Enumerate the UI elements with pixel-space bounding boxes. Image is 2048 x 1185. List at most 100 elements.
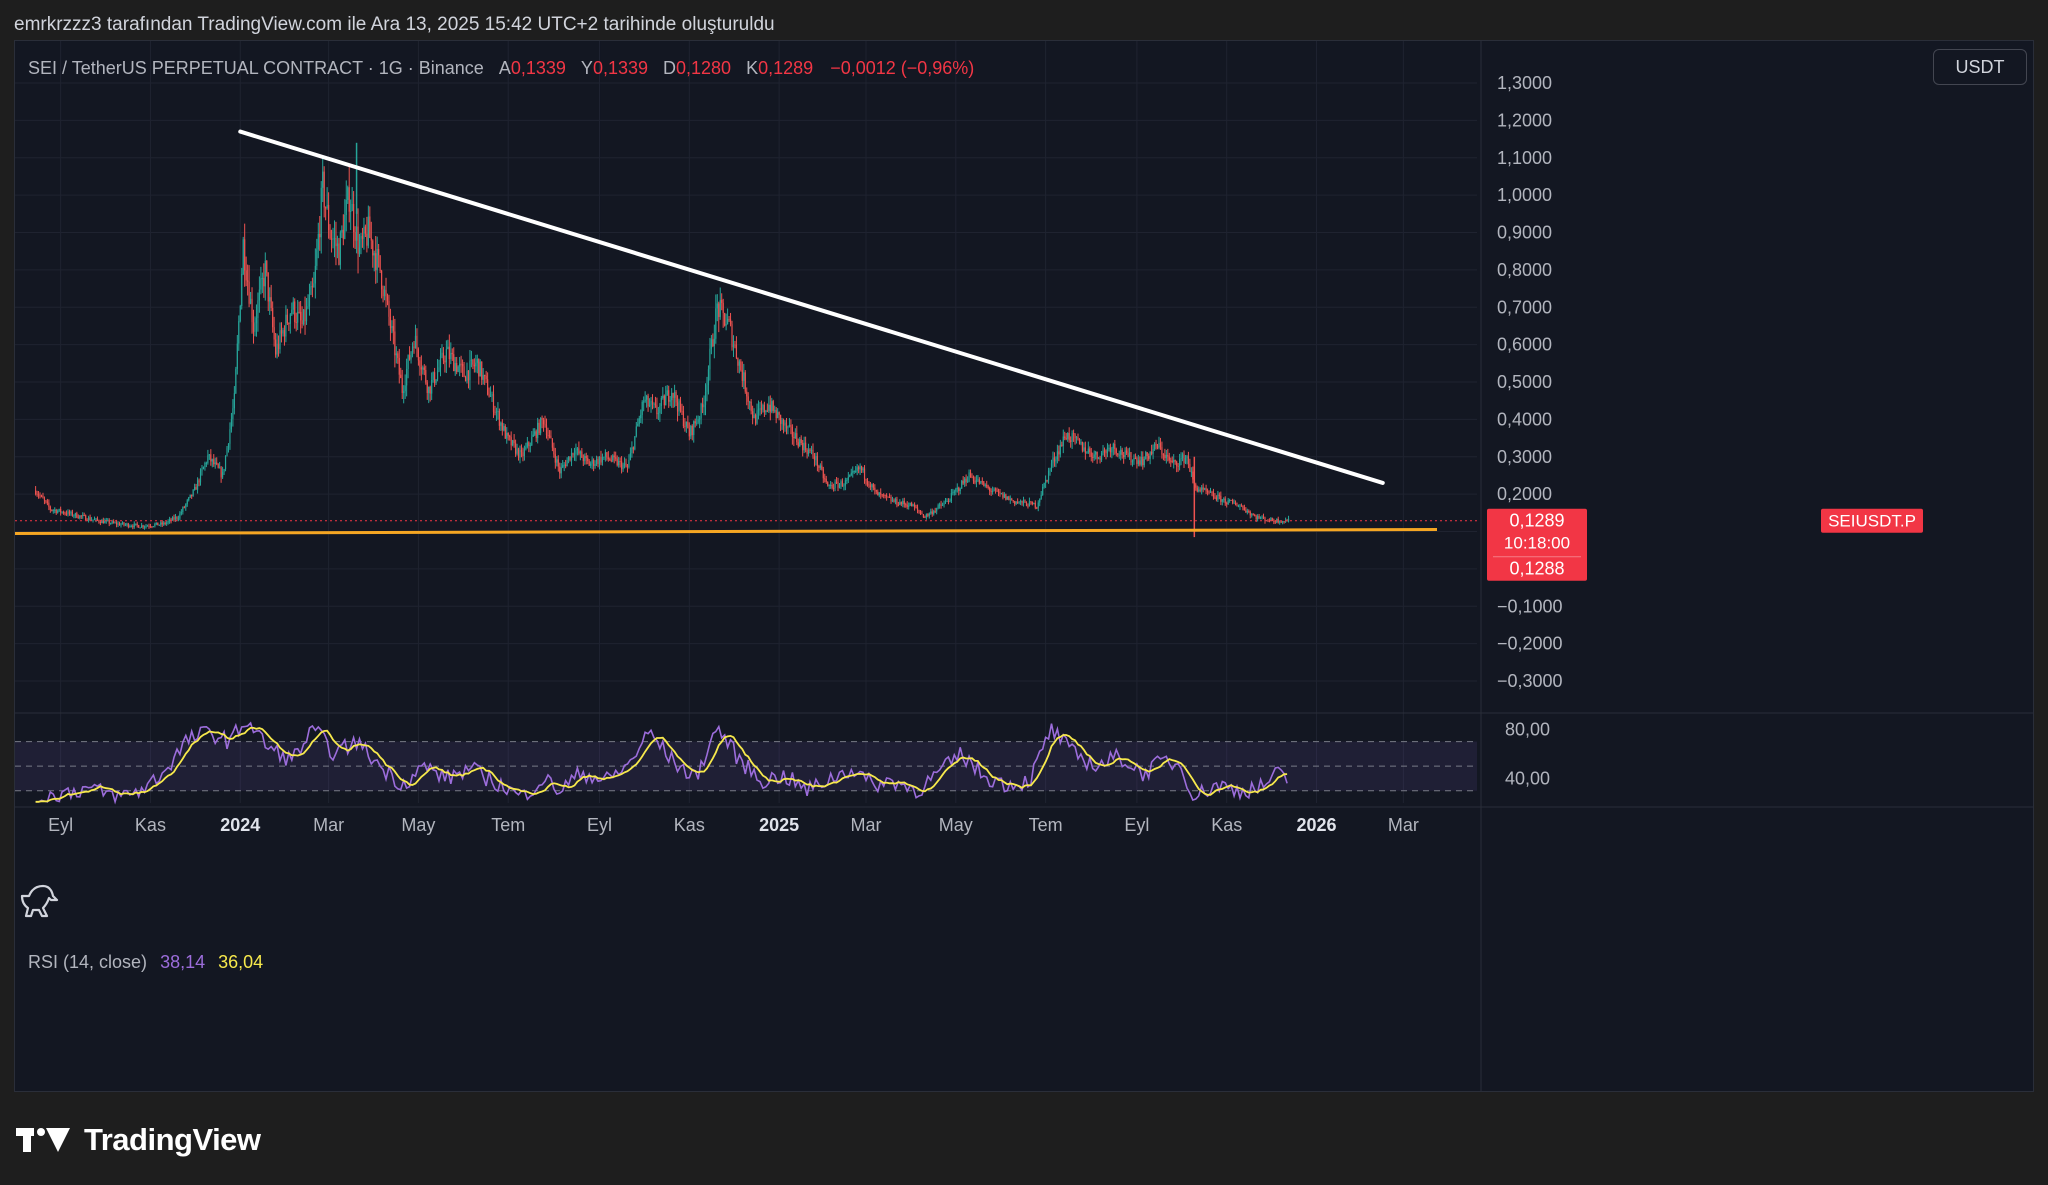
candle-body <box>1124 450 1126 458</box>
candle-body <box>693 421 695 436</box>
candle-body <box>1127 452 1129 457</box>
candle-body <box>520 450 523 453</box>
candle-body <box>96 518 99 521</box>
candle-body <box>660 397 662 406</box>
candle-body <box>37 494 40 496</box>
candle-body <box>863 468 866 479</box>
candle-body <box>1133 457 1135 461</box>
chart-frame[interactable]: 1,3000 1,2000 1,1000 1,0000 0,9000 0,8000 0,70… <box>14 40 2034 1092</box>
candle-body <box>815 456 817 461</box>
candle-body <box>1255 516 1257 520</box>
candle-body <box>835 481 838 483</box>
candle-body <box>391 325 393 329</box>
candle-body <box>473 364 475 367</box>
candle-body <box>270 297 272 309</box>
candle-body <box>1209 491 1212 493</box>
candle-body <box>878 492 880 496</box>
candle-body <box>862 468 864 471</box>
candle-body <box>65 513 68 515</box>
candle-body <box>1234 502 1237 506</box>
candle-body <box>1015 502 1017 504</box>
candle-body <box>971 477 973 479</box>
candle-body <box>934 511 936 513</box>
candle-body <box>183 507 185 509</box>
candle-body <box>198 480 200 483</box>
candle-body <box>482 375 484 380</box>
candle-body <box>385 289 387 297</box>
candle-body <box>635 426 637 437</box>
candle-body <box>432 372 434 380</box>
candle-body <box>975 480 978 483</box>
rsi-value: 38,14 <box>160 952 206 972</box>
rsi-legend[interactable]: RSI (14, close) 38,14 36,04 <box>28 952 263 973</box>
candle-body <box>216 462 218 465</box>
candle-body <box>803 442 805 451</box>
candle-body <box>1018 501 1020 503</box>
candle-body <box>389 316 392 329</box>
candle-body <box>1014 500 1016 504</box>
candle-body <box>952 492 954 494</box>
candle-body <box>279 330 281 350</box>
candle-body <box>435 379 437 384</box>
candle-body <box>1031 501 1033 505</box>
candle-body <box>747 396 749 402</box>
candle-body <box>1179 459 1181 467</box>
candle-body <box>236 343 238 369</box>
candle-body <box>868 484 870 486</box>
candle-body <box>1099 457 1101 460</box>
candle-body <box>205 463 207 465</box>
candle-body <box>769 404 771 412</box>
chart-attribution: emrkrzzz3 tarafından TradingView.com ile… <box>14 14 775 35</box>
candle-body <box>411 346 414 353</box>
candle-body <box>812 449 814 457</box>
candle-body <box>684 426 686 428</box>
price-tick-label: 0,9000 <box>1497 223 1552 243</box>
candle-body <box>818 466 820 468</box>
candle-body <box>1236 505 1238 507</box>
candle-body <box>1224 498 1226 504</box>
price-chart[interactable]: 1,3000 1,2000 1,1000 1,0000 0,9000 0,8000 0,70… <box>15 41 2033 1091</box>
candle-body <box>637 423 639 427</box>
candle-body <box>191 494 193 496</box>
candle-body <box>987 486 989 488</box>
candle-body <box>874 487 876 490</box>
candle-body <box>1008 496 1010 500</box>
candle-body <box>242 239 244 275</box>
candle-body <box>1230 499 1232 501</box>
candle-body <box>261 278 263 280</box>
price-tick-label: −0,2000 <box>1497 634 1563 654</box>
candle-body <box>445 349 447 363</box>
candle-body <box>1243 507 1245 511</box>
candle-body <box>1184 457 1187 464</box>
candle-body <box>852 471 854 473</box>
candle-body <box>434 372 436 384</box>
candle-body <box>1164 454 1166 459</box>
candle-body <box>107 520 109 522</box>
candle-body <box>1068 432 1070 441</box>
candle-body <box>285 314 287 337</box>
time-tick-label: Eyl <box>1124 815 1149 835</box>
candle-body <box>648 405 651 407</box>
time-tick-label: Kas <box>674 815 705 835</box>
candle-body <box>325 207 327 209</box>
candle-body <box>512 440 514 446</box>
candle-body <box>202 467 205 470</box>
candle-body <box>828 484 830 486</box>
candle-body <box>707 369 710 386</box>
candle-body <box>1181 454 1184 458</box>
candle-body <box>725 323 727 326</box>
candle-body <box>88 517 90 521</box>
candle-body <box>378 248 380 256</box>
candle-body <box>1140 456 1142 465</box>
candle-body <box>503 426 505 431</box>
price-tick-label: −0,3000 <box>1497 671 1563 691</box>
candle-body <box>1180 457 1182 460</box>
currency-button[interactable]: USDT <box>1933 49 2027 85</box>
candle-body <box>489 395 492 397</box>
time-tick-label: Kas <box>135 815 166 835</box>
candle-body <box>955 489 957 492</box>
candle-body <box>949 500 951 502</box>
tradingview-logo[interactable]: TradingView <box>16 1122 261 1158</box>
candle-body <box>740 361 742 371</box>
candle-body <box>163 522 165 525</box>
